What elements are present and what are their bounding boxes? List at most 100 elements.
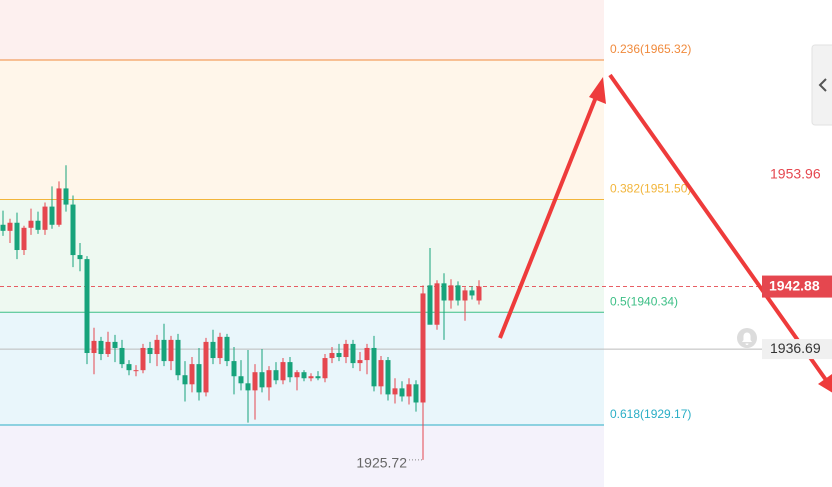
- candle-body: [259, 372, 265, 388]
- fib-label: 0.618(1929.17): [610, 407, 691, 421]
- fib-label: 0.382(1951.50): [610, 182, 691, 196]
- candle-body: [49, 206, 55, 225]
- candle-body: [112, 341, 118, 348]
- candle-body: [105, 341, 111, 355]
- candle-body: [399, 388, 405, 397]
- candle-body: [385, 360, 391, 395]
- low-label: 1925.72: [356, 455, 407, 471]
- candle-body: [217, 336, 223, 359]
- candle-body: [476, 286, 482, 301]
- fib-band: [0, 312, 604, 426]
- candle-body: [98, 340, 104, 355]
- crosshair-price-box: [762, 339, 832, 360]
- candle-body: [364, 347, 370, 361]
- last-price-label: 1942.88: [769, 277, 820, 293]
- candle-body: [182, 375, 188, 385]
- candle-body: [378, 360, 384, 387]
- candle-body: [336, 353, 342, 358]
- candle-body: [224, 336, 230, 362]
- last-price-box: [762, 275, 832, 298]
- candle-body: [350, 343, 356, 364]
- candle-body: [154, 339, 160, 355]
- candle-body: [455, 285, 461, 301]
- candle-body: [308, 376, 314, 379]
- candle-body: [392, 388, 398, 395]
- fib-band: [0, 59, 604, 200]
- candle-body: [56, 188, 62, 225]
- candle-body: [42, 206, 48, 230]
- candle-body: [0, 224, 6, 231]
- fib-band: [0, 425, 604, 487]
- fib-band: [0, 199, 604, 313]
- collapse-bg[interactable]: [811, 44, 832, 126]
- candle-body: [343, 343, 349, 358]
- candle-body: [119, 347, 125, 365]
- candle-body: [245, 383, 251, 391]
- candle-body: [448, 285, 454, 301]
- candle-body: [203, 341, 209, 393]
- candle-body: [7, 222, 13, 231]
- candle-body: [406, 384, 412, 397]
- collapse-button[interactable]: [811, 44, 832, 126]
- candle-body: [469, 290, 475, 296]
- down-arrow-head: [818, 374, 832, 393]
- candle-body: [462, 290, 468, 301]
- candle-body: [413, 384, 419, 403]
- candle-body: [84, 259, 90, 354]
- candle-body: [140, 347, 146, 371]
- candle-body: [315, 376, 321, 379]
- candle-body: [231, 361, 237, 377]
- candle-body: [301, 372, 307, 379]
- candle-body: [210, 341, 216, 359]
- candle-body: [280, 362, 286, 381]
- down-arrow: [608, 73, 828, 382]
- candle-body: [28, 220, 34, 228]
- y-tick-label: 1971.61: [770, 0, 821, 3]
- candle-body: [357, 360, 363, 364]
- bell-icon[interactable]: [742, 332, 752, 345]
- candle-body: [35, 220, 41, 230]
- candle-body: [133, 370, 139, 372]
- candle-body: [434, 283, 440, 325]
- candle-body: [63, 188, 69, 205]
- candle-body: [266, 370, 272, 388]
- candle-body: [91, 340, 97, 354]
- crosshair-price-label: 1936.69: [770, 340, 821, 356]
- candle-body: [420, 293, 426, 403]
- axis-panel: [604, 0, 832, 487]
- candle-body: [147, 347, 153, 355]
- y-tick-label: 1953.96: [770, 165, 821, 181]
- up-arrow-head: [589, 77, 606, 104]
- candle-body: [14, 222, 20, 251]
- candle-body: [196, 364, 202, 393]
- band-top: [0, 0, 604, 60]
- alert-bell[interactable]: [737, 328, 757, 348]
- candle-body: [427, 285, 433, 325]
- candle-body: [329, 353, 335, 359]
- price-lines: 0.236(1965.32) 0.382(1951.50) 0.5(1940.34)…: [0, 42, 832, 426]
- up-arrow: [498, 91, 600, 339]
- candle-body: [287, 362, 293, 378]
- candle-body: [161, 339, 167, 362]
- candle-body: [441, 283, 447, 301]
- candle-body: [189, 364, 195, 385]
- candle-body: [238, 376, 244, 384]
- candle-body: [77, 255, 83, 260]
- candle-body: [252, 372, 258, 391]
- fib-bands: [0, 0, 604, 487]
- candle-body: [294, 372, 300, 378]
- fib-label: 0.5(1940.34): [610, 294, 678, 308]
- candle-body: [371, 347, 377, 387]
- candle-body: [175, 339, 181, 376]
- candle-body: [70, 204, 76, 256]
- candle-body: [126, 364, 132, 371]
- fib-label: 0.236(1965.32): [610, 42, 691, 56]
- collapse-icon[interactable]: [818, 78, 827, 92]
- candle-body: [21, 227, 27, 251]
- candle-body: [273, 370, 279, 381]
- candle-body: [322, 358, 328, 379]
- candle-body: [168, 339, 174, 362]
- candles: 1925.72: [0, 165, 482, 471]
